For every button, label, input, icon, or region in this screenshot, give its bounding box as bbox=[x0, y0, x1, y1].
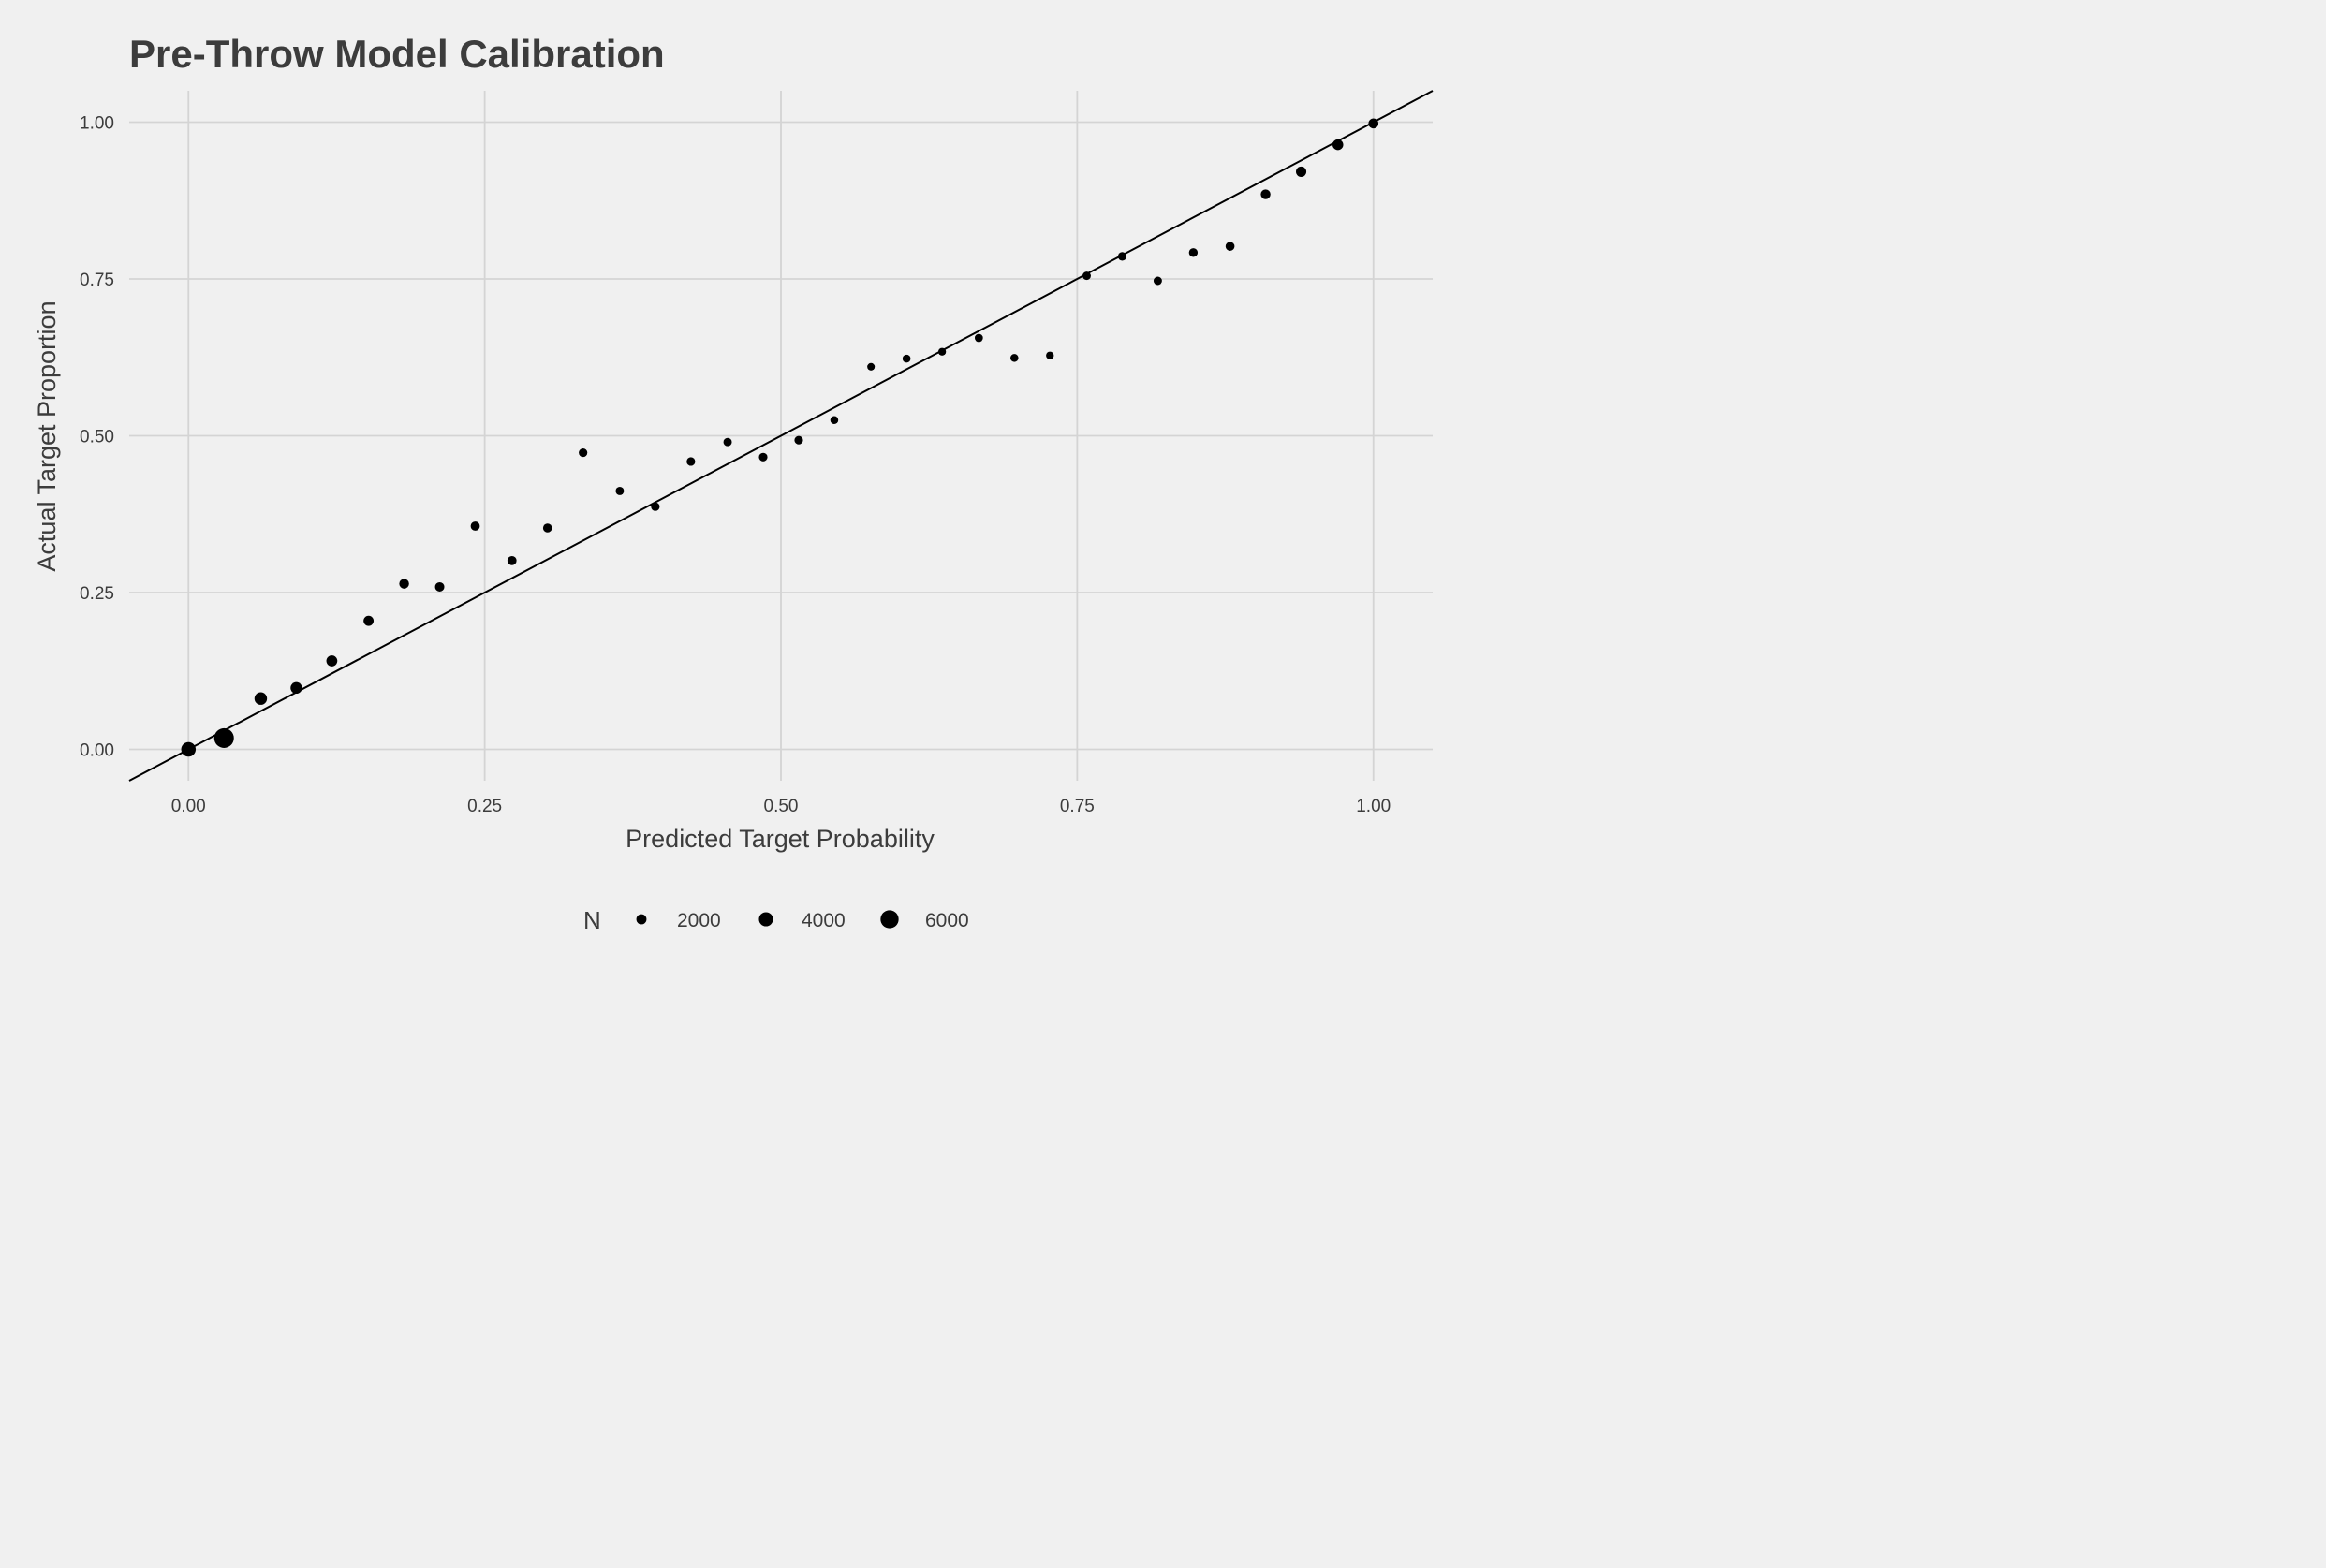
data-point bbox=[758, 452, 768, 462]
data-point bbox=[615, 486, 625, 495]
data-point bbox=[1082, 271, 1091, 281]
data-point bbox=[1260, 189, 1271, 199]
data-point bbox=[686, 457, 696, 466]
data-point bbox=[399, 579, 409, 589]
x-tick-label: 0.50 bbox=[764, 797, 799, 816]
tick-labels: 0.00 0.25 0.50 0.75 1.00 0.00 0.25 0.50 0.75 1.00 bbox=[80, 114, 1391, 817]
data-point bbox=[867, 362, 876, 371]
data-point bbox=[579, 448, 588, 458]
calibration-chart: Pre-Throw Model Calibration 0.00 0.25 0.50… bbox=[33, 32, 1434, 934]
data-point bbox=[290, 681, 302, 695]
data-point bbox=[723, 437, 732, 447]
grid bbox=[129, 91, 1433, 781]
data-point bbox=[507, 555, 517, 565]
x-tick-label: 0.75 bbox=[1060, 797, 1095, 816]
data-point bbox=[326, 655, 338, 667]
legend-key bbox=[880, 910, 899, 929]
data-point bbox=[1153, 276, 1162, 286]
data-point bbox=[937, 347, 947, 356]
data-point bbox=[651, 502, 660, 511]
legend-label: 6000 bbox=[925, 910, 969, 931]
data-point bbox=[1010, 354, 1019, 362]
identity-line bbox=[128, 90, 1434, 782]
data-point bbox=[1117, 252, 1127, 261]
data-point bbox=[830, 416, 839, 425]
y-tick-label: 1.00 bbox=[80, 114, 114, 134]
x-tick-label: 1.00 bbox=[1356, 797, 1391, 816]
size-legend: N 2000 4000 6000 bbox=[583, 906, 969, 934]
reference-line-layer bbox=[128, 90, 1434, 782]
data-points bbox=[181, 118, 1379, 757]
data-point bbox=[1225, 242, 1235, 251]
data-point bbox=[1296, 166, 1307, 177]
data-point bbox=[794, 435, 803, 445]
data-point bbox=[542, 523, 552, 533]
chart-title: Pre-Throw Model Calibration bbox=[129, 32, 665, 76]
legend-title: N bbox=[583, 906, 601, 934]
y-tick-label: 0.50 bbox=[80, 428, 114, 447]
y-axis-title: Actual Target Proportion bbox=[33, 300, 61, 571]
data-point bbox=[902, 354, 911, 363]
x-tick-label: 0.00 bbox=[171, 797, 206, 816]
y-tick-label: 0.75 bbox=[80, 271, 114, 290]
data-point bbox=[1368, 118, 1379, 129]
x-tick-label: 0.25 bbox=[467, 797, 502, 816]
data-point bbox=[470, 521, 480, 531]
legend-key bbox=[636, 914, 647, 925]
data-point bbox=[254, 692, 268, 705]
legend-label: 4000 bbox=[802, 910, 846, 931]
data-point bbox=[1046, 351, 1054, 359]
data-point bbox=[181, 741, 197, 757]
data-point bbox=[974, 333, 983, 343]
x-axis-title: Predicted Target Probability bbox=[626, 825, 935, 853]
data-point bbox=[1332, 139, 1344, 151]
data-point bbox=[1188, 248, 1199, 257]
data-point bbox=[213, 727, 234, 748]
data-point bbox=[434, 581, 445, 592]
legend-key bbox=[758, 912, 773, 927]
y-tick-label: 0.25 bbox=[80, 584, 114, 604]
legend-label: 2000 bbox=[677, 910, 721, 931]
y-tick-label: 0.00 bbox=[80, 741, 114, 761]
data-point bbox=[363, 615, 375, 626]
